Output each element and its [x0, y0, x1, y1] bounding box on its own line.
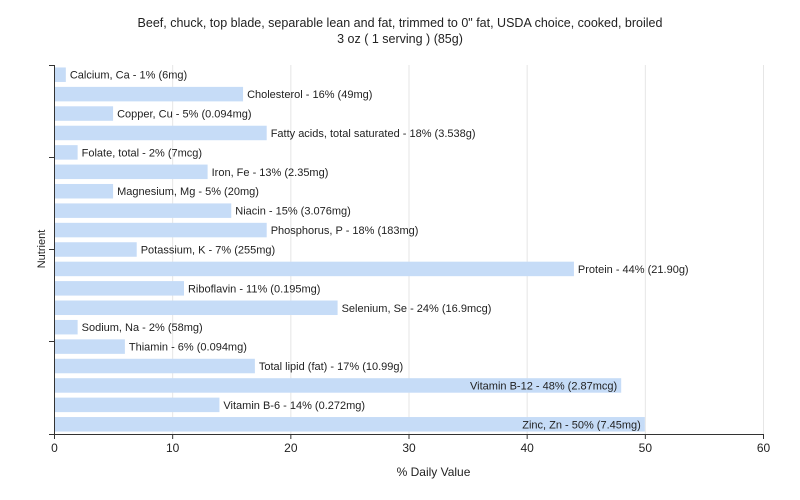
x-tick-label-40: 40 — [520, 441, 534, 455]
x-tick-label-20: 20 — [284, 441, 298, 455]
bar-label-15: Total lipid (fat) - 17% (10.99g) — [259, 361, 403, 373]
bar-8[interactable] — [55, 222, 267, 238]
chart-subtitle: 3 oz ( 1 serving ) (85g) — [337, 32, 463, 46]
bar-label-7: Niacin - 15% (3.076mg) — [235, 206, 351, 218]
bar-9[interactable] — [55, 242, 137, 257]
x-tick-label-50: 50 — [639, 441, 653, 455]
x-tick-label-10: 10 — [166, 441, 180, 455]
x-tick-label-60: 60 — [757, 441, 771, 455]
bar-label-11: Riboflavin - 11% (0.195mg) — [188, 283, 320, 295]
chart-title: Beef, chuck, top blade, separable lean a… — [137, 16, 663, 30]
bar-14[interactable] — [55, 339, 125, 354]
bar-label-0: Calcium, Ca - 1% (6mg) — [70, 70, 187, 82]
x-tick-label-30: 30 — [402, 441, 416, 455]
bar-label-9: Potassium, K - 7% (255mg) — [141, 245, 276, 257]
bar-label-10: Protein - 44% (21.90g) — [578, 264, 689, 276]
bar-12[interactable] — [55, 300, 338, 316]
bar-18[interactable] — [55, 417, 645, 432]
bar-5[interactable] — [55, 164, 208, 180]
bar-label-6: Magnesium, Mg - 5% (20mg) — [117, 186, 259, 198]
bar-label-4: Folate, total - 2% (7mcg) — [82, 147, 202, 159]
x-axis-title: % Daily Value — [397, 465, 471, 479]
bar-1[interactable] — [55, 86, 244, 102]
bar-label-8: Phosphorus, P - 18% (183mg) — [271, 225, 419, 237]
bar-label-1: Cholesterol - 16% (49mg) — [247, 89, 372, 101]
bar-17[interactable] — [55, 397, 220, 413]
bar-label-3: Fatty acids, total saturated - 18% (3.53… — [271, 128, 476, 140]
bar-3[interactable] — [55, 125, 267, 141]
bar-13[interactable] — [55, 319, 78, 335]
bar-10[interactable] — [55, 261, 574, 277]
bar-0[interactable] — [55, 67, 66, 82]
bar-label-5: Iron, Fe - 13% (2.35mg) — [212, 167, 329, 179]
bar-11[interactable] — [55, 281, 184, 296]
bar-label-13: Sodium, Na - 2% (58mg) — [82, 322, 203, 334]
bar-7[interactable] — [55, 203, 232, 218]
bar-6[interactable] — [55, 183, 114, 199]
bar-label-17: Vitamin B-6 - 14% (0.272mg) — [223, 400, 365, 412]
bar-16[interactable] — [55, 378, 622, 393]
bar-label-16: Vitamin B-12 - 48% (2.87mcg) — [470, 380, 617, 392]
y-axis-title: Nutrient — [36, 230, 48, 269]
bar-label-18: Zinc, Zn - 50% (7.45mg) — [522, 419, 641, 431]
bar-label-12: Selenium, Se - 24% (16.9mcg) — [342, 303, 492, 315]
bar-label-2: Copper, Cu - 5% (0.094mg) — [117, 109, 252, 121]
bar-15[interactable] — [55, 358, 255, 374]
x-tick-label-0: 0 — [51, 441, 58, 455]
bar-label-14: Thiamin - 6% (0.094mg) — [129, 342, 247, 354]
bar-4[interactable] — [55, 145, 78, 160]
bar-2[interactable] — [55, 106, 114, 121]
